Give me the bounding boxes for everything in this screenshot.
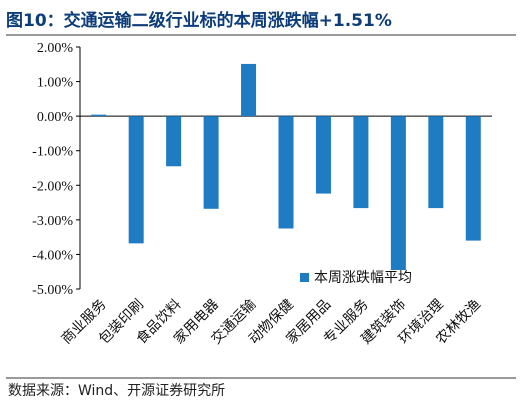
y-tick-label: -5.00% [32,283,73,298]
y-tick-label: 0.00% [37,110,74,125]
y-tick-label: 2.00% [37,41,74,56]
y-tick-label: -3.00% [32,214,73,229]
bar-家居用品 [315,116,331,194]
bar-动物保健 [278,116,294,229]
chart-title: 图10：交通运输二级行业标的本周涨跌幅+1.51% [6,11,392,31]
bar-农林牧渔 [465,116,481,241]
source-note: 数据来源：Wind、开源证券研究所 [8,383,226,399]
axis-layer: 2.00% 1.00% 0.00% -1.00% -2.00% -3.00% -4.00% -… [32,41,492,298]
bar-商业服务 [91,114,107,117]
legend-swatch [300,273,309,282]
bar-layer [91,63,481,270]
bar-包装印刷 [128,116,144,244]
y-tick-label: 1.00% [37,76,74,91]
bar-环境治理 [428,116,444,209]
y-tick-label: -2.00% [32,179,73,194]
title-divider [6,34,516,36]
category-label-layer: 商业服务包装印刷食品饮料家用电器交通运输动物保健家居用品专业服务建筑装饰环境治理… [59,296,484,348]
bar-食品饮料 [166,116,182,167]
legend: 本周涨跌幅平均 [300,270,412,286]
legend-label: 本周涨跌幅平均 [314,270,412,286]
bar-建筑装饰 [390,116,406,270]
y-tick-label: -1.00% [32,145,73,160]
bar-专业服务 [353,116,369,209]
bar-交通运输 [241,63,257,117]
source-divider [6,377,516,379]
y-tick-label: -4.00% [32,248,73,263]
bar-家用电器 [203,116,219,209]
